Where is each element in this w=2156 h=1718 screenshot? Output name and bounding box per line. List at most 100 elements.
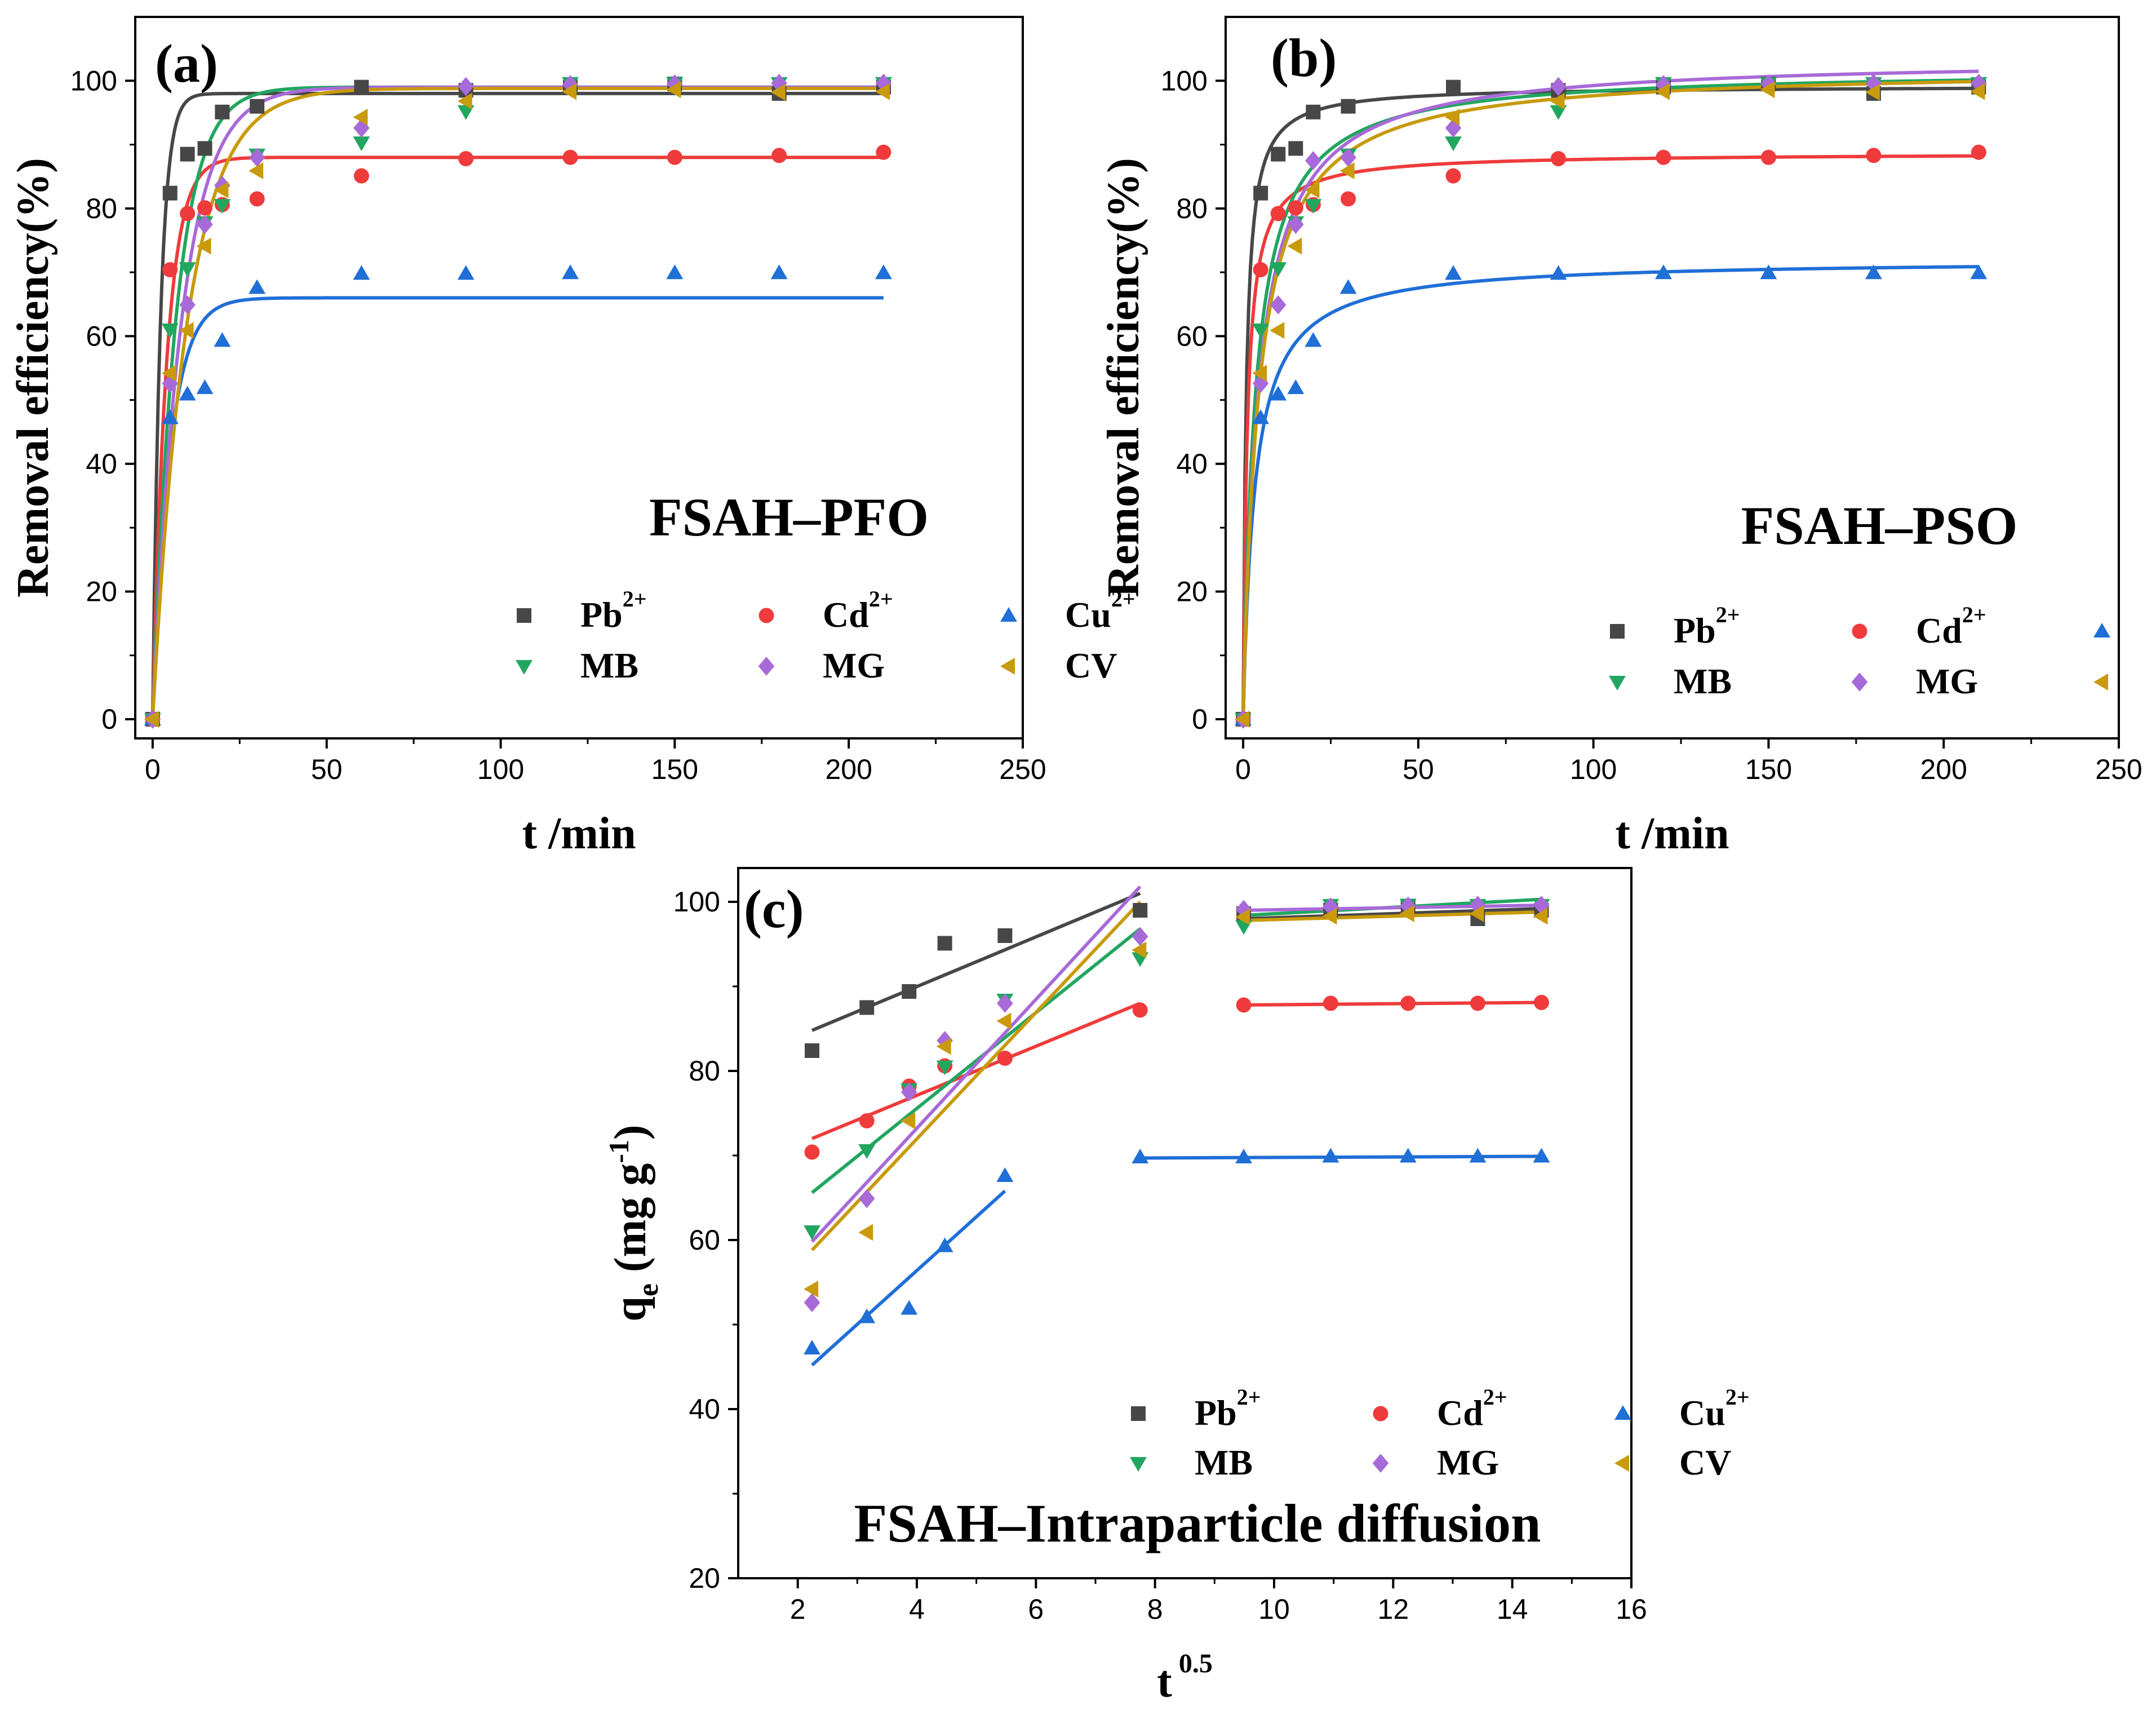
x-tick-label: 200	[1920, 754, 1967, 785]
data-point-Cu	[1865, 264, 1882, 280]
plot-frame	[134, 16, 1024, 740]
panel-label: (b)	[1271, 28, 1337, 88]
data-point-CV	[1469, 905, 1484, 922]
data-point-Cu	[1287, 379, 1305, 395]
data-point-Pb	[902, 984, 917, 999]
data-point-Cu	[1445, 265, 1462, 280]
fit-curve-CV	[1241, 79, 1979, 720]
data-point-MG	[1470, 896, 1486, 915]
legend: Pb2+ Cd2+ Cu2+ MB MG CV	[516, 586, 1135, 685]
data-point-Cu	[179, 386, 196, 401]
data-point-Cu	[562, 264, 579, 280]
data-point-MB	[457, 105, 474, 120]
data-point-Cd	[859, 1113, 875, 1128]
data-point-Pb	[937, 936, 952, 951]
data-point-MG	[1132, 927, 1148, 946]
data-point-Cd	[1445, 168, 1461, 184]
legend-marker-Pb	[517, 608, 531, 623]
legend-marker-Cd	[758, 608, 774, 623]
data-point-MG	[1305, 150, 1321, 170]
data-point-Cd	[1400, 995, 1416, 1011]
fit-curve-MB	[150, 85, 884, 720]
data-point-Cu	[161, 409, 179, 424]
x-tick-label: 14	[1497, 1593, 1528, 1625]
data-point-Cd	[562, 149, 578, 165]
data-point-MG	[249, 148, 265, 167]
legend-marker-CV	[1614, 1455, 1630, 1472]
y-tick-label: 100	[1161, 65, 1208, 96]
data-point-CV	[1865, 83, 1880, 101]
fit-line-Cu-1	[811, 1189, 1006, 1367]
data-point-Cd	[162, 262, 178, 278]
data-point-MB	[179, 262, 196, 277]
data-point-Pb	[805, 1043, 820, 1058]
data-point-Cu	[196, 379, 214, 395]
y-tick-label: 60	[1176, 320, 1208, 352]
legend-marker-MG	[1372, 1454, 1389, 1473]
data-point-CV	[562, 83, 577, 100]
panel-label: (c)	[744, 879, 804, 939]
data-point-MG	[1865, 73, 1882, 93]
y-tick-label: 0	[101, 703, 117, 735]
y-tick-label: 20	[689, 1562, 720, 1594]
data-point-CV	[1550, 92, 1565, 110]
data-point-Pb	[1133, 903, 1148, 918]
data-point-CV	[804, 1281, 819, 1298]
y-tick-label: 40	[86, 448, 117, 480]
y-tick-label: 80	[86, 193, 117, 224]
fit-line-Pb-2	[1244, 907, 1542, 920]
data-point-Cd	[1288, 200, 1303, 216]
data-point-CV	[144, 711, 159, 728]
fit-curve-Cu	[1241, 265, 1979, 720]
legend-label-MG: MG	[823, 645, 885, 685]
legend-label-Pb: Pb2+	[580, 586, 646, 635]
data-point-Cd	[1533, 995, 1549, 1010]
data-point-MB	[161, 323, 179, 338]
data-point-CV	[1305, 181, 1320, 198]
fit-curves	[150, 85, 884, 720]
x-tick-label: 50	[311, 754, 343, 785]
data-point-Cd	[876, 144, 891, 160]
data-point-Pb	[1341, 99, 1356, 114]
data-point-Pb	[859, 1000, 875, 1015]
data-point-MG	[1550, 77, 1567, 96]
fit-curve-Cd	[1241, 154, 1979, 720]
x-axis-label: t 0.5	[1157, 1649, 1213, 1707]
legend-marker-MB	[516, 659, 533, 675]
data-point-Cu	[1305, 332, 1322, 347]
legend-label-MB: MB	[580, 645, 638, 685]
data-point-Pb	[180, 147, 195, 162]
data-point-Cd	[1270, 206, 1286, 222]
legend-label-Cd: Cd2+	[823, 586, 893, 635]
data-point-MG	[353, 118, 370, 138]
data-point-Cd	[1760, 149, 1776, 165]
legend-label-Cu: Cu2+	[1065, 586, 1135, 635]
data-point-CV	[666, 81, 681, 99]
data-point-CV	[1270, 322, 1285, 339]
data-point-CV	[900, 1112, 916, 1130]
legend-marker-MB	[1609, 675, 1626, 690]
data-point-MB	[858, 1144, 876, 1159]
data-point-Cu	[1339, 279, 1357, 294]
data-point-CV	[1970, 83, 1985, 100]
data-point-CV	[1287, 237, 1302, 255]
fit-curve-MG	[150, 85, 884, 720]
data-point-Cu	[353, 265, 370, 280]
y-tick-label: 80	[689, 1055, 720, 1087]
data-point-CV	[249, 162, 264, 179]
data-point-Cu	[1760, 264, 1777, 280]
legend-label-Cd: Cd2+	[1916, 602, 1986, 650]
data-point-MB	[936, 1060, 953, 1075]
data-point-MG	[197, 215, 213, 234]
data-point-Cu	[804, 1340, 820, 1355]
y-tick-label: 100	[673, 886, 720, 918]
data-point-Pb	[1306, 104, 1321, 119]
y-tick-label: 80	[1176, 193, 1208, 224]
x-tick-label: 250	[999, 754, 1046, 785]
data-point-MG	[997, 994, 1013, 1013]
data-point-Cd	[771, 148, 787, 163]
data-point-Cd	[249, 191, 265, 207]
fit-curve-Pb	[150, 91, 884, 720]
data-point-CV	[1533, 907, 1548, 925]
data-point-CV	[1252, 365, 1267, 382]
